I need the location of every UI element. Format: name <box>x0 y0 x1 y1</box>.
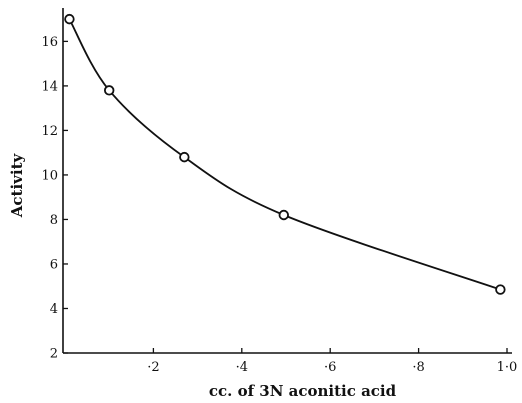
x-tick-label: ·8 <box>412 360 424 375</box>
y-tick-label: 4 <box>50 302 58 317</box>
y-axis-title: Activity <box>8 152 26 218</box>
data-point <box>64 13 75 25</box>
x-tick-label: ·2 <box>147 360 159 375</box>
y-tick-label: 10 <box>41 168 58 183</box>
series-line <box>68 18 501 291</box>
y-tick-label: 14 <box>41 79 58 94</box>
axes <box>62 8 512 354</box>
data-point <box>179 151 190 163</box>
y-tick-label: 16 <box>41 35 58 50</box>
series-layer <box>64 13 506 295</box>
y-tick-label: 8 <box>50 213 58 228</box>
y-tick-label: 6 <box>50 257 58 272</box>
x-tick-label: ·4 <box>236 360 248 375</box>
x-tick-label: ·6 <box>324 360 336 375</box>
data-point <box>278 209 289 221</box>
data-point <box>495 284 506 295</box>
x-ticks: ·2 ·4 ·6 ·8 1·0 <box>147 348 517 375</box>
y-tick-label: 2 <box>50 347 58 362</box>
y-ticks: 2 4 6 8 10 12 14 16 <box>41 35 68 362</box>
x-axis-title: cc. of 3N aconitic acid <box>209 382 397 400</box>
data-point <box>103 85 115 96</box>
x-tick-label: 1·0 <box>497 360 518 375</box>
y-tick-label: 12 <box>41 124 58 139</box>
